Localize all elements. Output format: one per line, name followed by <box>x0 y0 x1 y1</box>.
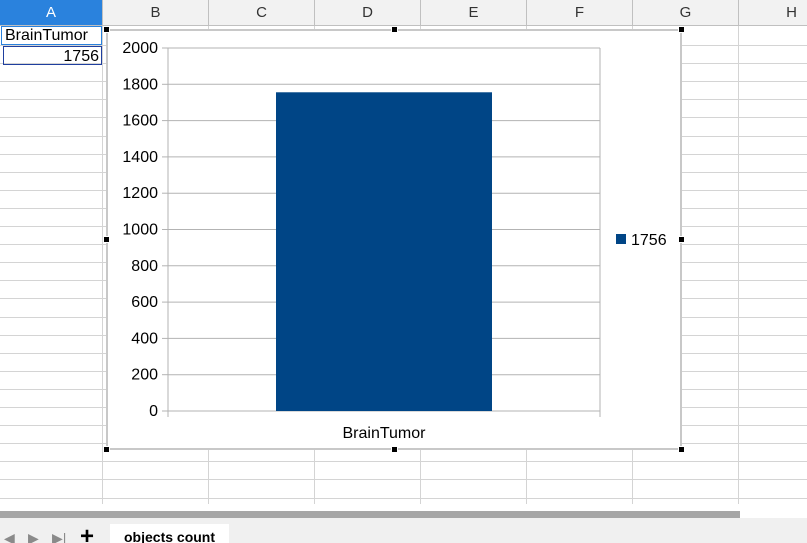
column-header-a[interactable]: A <box>0 0 103 25</box>
add-sheet-icon[interactable]: + <box>80 523 95 543</box>
column-header-d[interactable]: D <box>315 0 421 25</box>
y-tick-label: 1400 <box>122 149 158 166</box>
horizontal-scrollbar[interactable] <box>0 511 740 518</box>
y-tick-label: 1600 <box>122 113 158 130</box>
last-sheet-icon[interactable]: ▶| <box>52 530 67 543</box>
chart-resize-handle-n[interactable] <box>391 26 398 33</box>
chart-svg: 0 200 400 600 800 1000 1200 1400 1600 1800 2000 Bra… <box>122 40 667 442</box>
chart-resize-handle-ne[interactable] <box>678 26 685 33</box>
chart-resize-handle-se[interactable] <box>678 446 685 453</box>
cell-a2[interactable]: 1756 <box>3 46 102 65</box>
legend-label: 1756 <box>631 232 667 249</box>
y-tick-label: 0 <box>149 403 158 420</box>
y-tick-label: 400 <box>131 330 158 347</box>
y-tick-label: 1200 <box>122 185 158 202</box>
y-tick-label: 1800 <box>122 76 158 93</box>
y-tick-label: 1000 <box>122 222 158 239</box>
bar-chart[interactable]: 0 200 400 600 800 1000 1200 1400 1600 1800 2000 Bra… <box>106 29 682 450</box>
chart-resize-handle-e[interactable] <box>678 236 685 243</box>
bar-braintumor <box>276 92 492 411</box>
next-sheet-icon[interactable]: ▶ <box>28 530 39 543</box>
y-tick-label: 2000 <box>122 40 158 57</box>
column-header-row: A B C D E F G H <box>0 0 807 26</box>
chart-resize-handle-s[interactable] <box>391 446 398 453</box>
chart-resize-handle-sw[interactable] <box>103 446 110 453</box>
x-tick-label: BrainTumor <box>343 425 427 442</box>
column-header-b[interactable]: B <box>103 0 209 25</box>
column-header-f[interactable]: F <box>527 0 633 25</box>
column-header-g[interactable]: G <box>633 0 739 25</box>
active-cell-outline <box>1 26 102 45</box>
column-header-e[interactable]: E <box>421 0 527 25</box>
y-tick-label: 800 <box>131 258 158 275</box>
column-header-h[interactable]: H <box>739 0 807 25</box>
column-header-c[interactable]: C <box>209 0 315 25</box>
y-tick-label: 600 <box>131 294 158 311</box>
y-tick-label: 200 <box>131 367 158 384</box>
sheet-tab-bar: ◀ ▶ ▶| + objects count <box>0 518 807 543</box>
sheet-tab-objects-count[interactable]: objects count <box>110 524 230 543</box>
first-sheet-icon[interactable]: ◀ <box>4 530 15 543</box>
chart-resize-handle-nw[interactable] <box>103 26 110 33</box>
legend-swatch <box>616 234 626 244</box>
chart-resize-handle-w[interactable] <box>103 236 110 243</box>
cell-a1[interactable]: BrainTumor <box>5 27 88 44</box>
